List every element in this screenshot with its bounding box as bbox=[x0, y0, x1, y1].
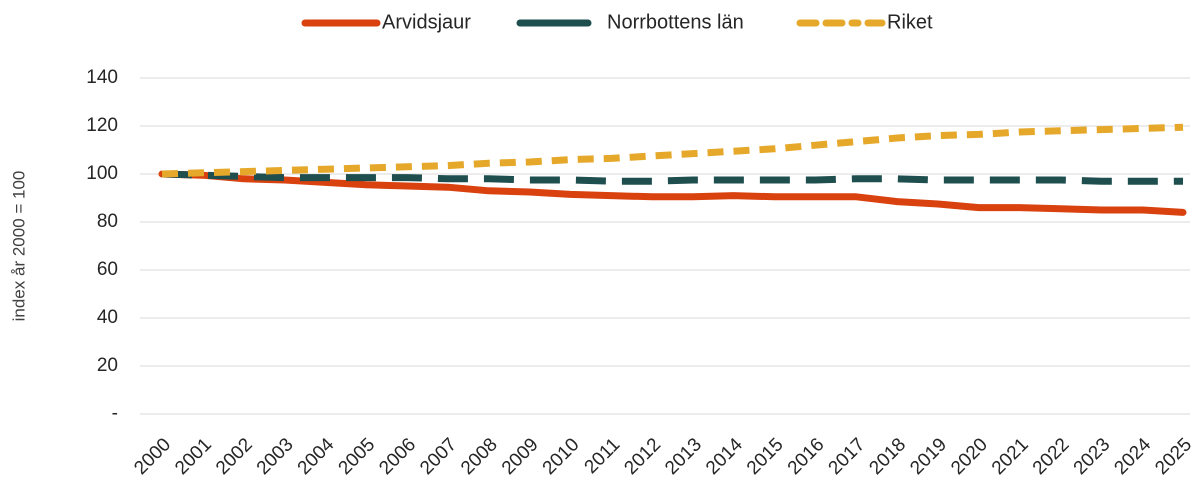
x-tick-label: 2004 bbox=[294, 434, 339, 479]
x-tick-label: 2005 bbox=[335, 434, 380, 479]
y-tick-label: 60 bbox=[97, 259, 118, 280]
x-tick-label: 2009 bbox=[498, 434, 543, 479]
x-tick-label: 2019 bbox=[906, 434, 951, 479]
x-tick-label: 2013 bbox=[661, 434, 706, 479]
x-tick-label: 2014 bbox=[702, 434, 747, 479]
x-tick-label: 2007 bbox=[416, 434, 461, 479]
y-tick-label: 120 bbox=[86, 115, 118, 136]
x-tick-label: 2015 bbox=[743, 434, 788, 479]
legend-label: Riket bbox=[887, 11, 933, 33]
legend-label: Arvidsjaur bbox=[382, 11, 471, 33]
x-tick-label: 2018 bbox=[865, 434, 910, 479]
x-tick-label: 2003 bbox=[253, 434, 298, 479]
x-tick-label: 2001 bbox=[171, 434, 216, 479]
y-tick-label: 80 bbox=[97, 211, 118, 232]
x-tick-label: 2016 bbox=[784, 434, 829, 479]
line-series bbox=[161, 170, 1183, 185]
y-tick-label: 100 bbox=[86, 163, 118, 184]
y-tick-label: 40 bbox=[97, 307, 118, 328]
line-series bbox=[161, 123, 1184, 178]
x-tick-label: 2022 bbox=[1029, 434, 1074, 479]
x-tick-label: 2025 bbox=[1151, 434, 1192, 479]
legend-label: Norrbottens län bbox=[607, 11, 744, 33]
x-tick-label: 2017 bbox=[825, 434, 870, 479]
y-tick-label: - bbox=[112, 403, 118, 424]
x-tick-label: 2023 bbox=[1070, 434, 1115, 479]
x-tick-label: 2010 bbox=[539, 434, 584, 479]
x-tick-label: 2006 bbox=[375, 434, 420, 479]
x-tick-label: 2012 bbox=[620, 434, 665, 479]
x-tick-label: 2024 bbox=[1110, 434, 1155, 479]
x-tick-label: 2002 bbox=[212, 434, 257, 479]
x-tick-label: 2021 bbox=[988, 434, 1033, 479]
x-tick-label: 2020 bbox=[947, 434, 992, 479]
x-tick-label: 2008 bbox=[457, 434, 502, 479]
y-tick-label: 140 bbox=[86, 67, 118, 88]
x-tick-label: 2011 bbox=[581, 434, 625, 478]
y-tick-label: 20 bbox=[97, 355, 118, 376]
x-tick-label: 2000 bbox=[130, 434, 175, 479]
line-series bbox=[158, 170, 1187, 216]
y-axis-title: index år 2000 = 100 bbox=[9, 171, 28, 322]
